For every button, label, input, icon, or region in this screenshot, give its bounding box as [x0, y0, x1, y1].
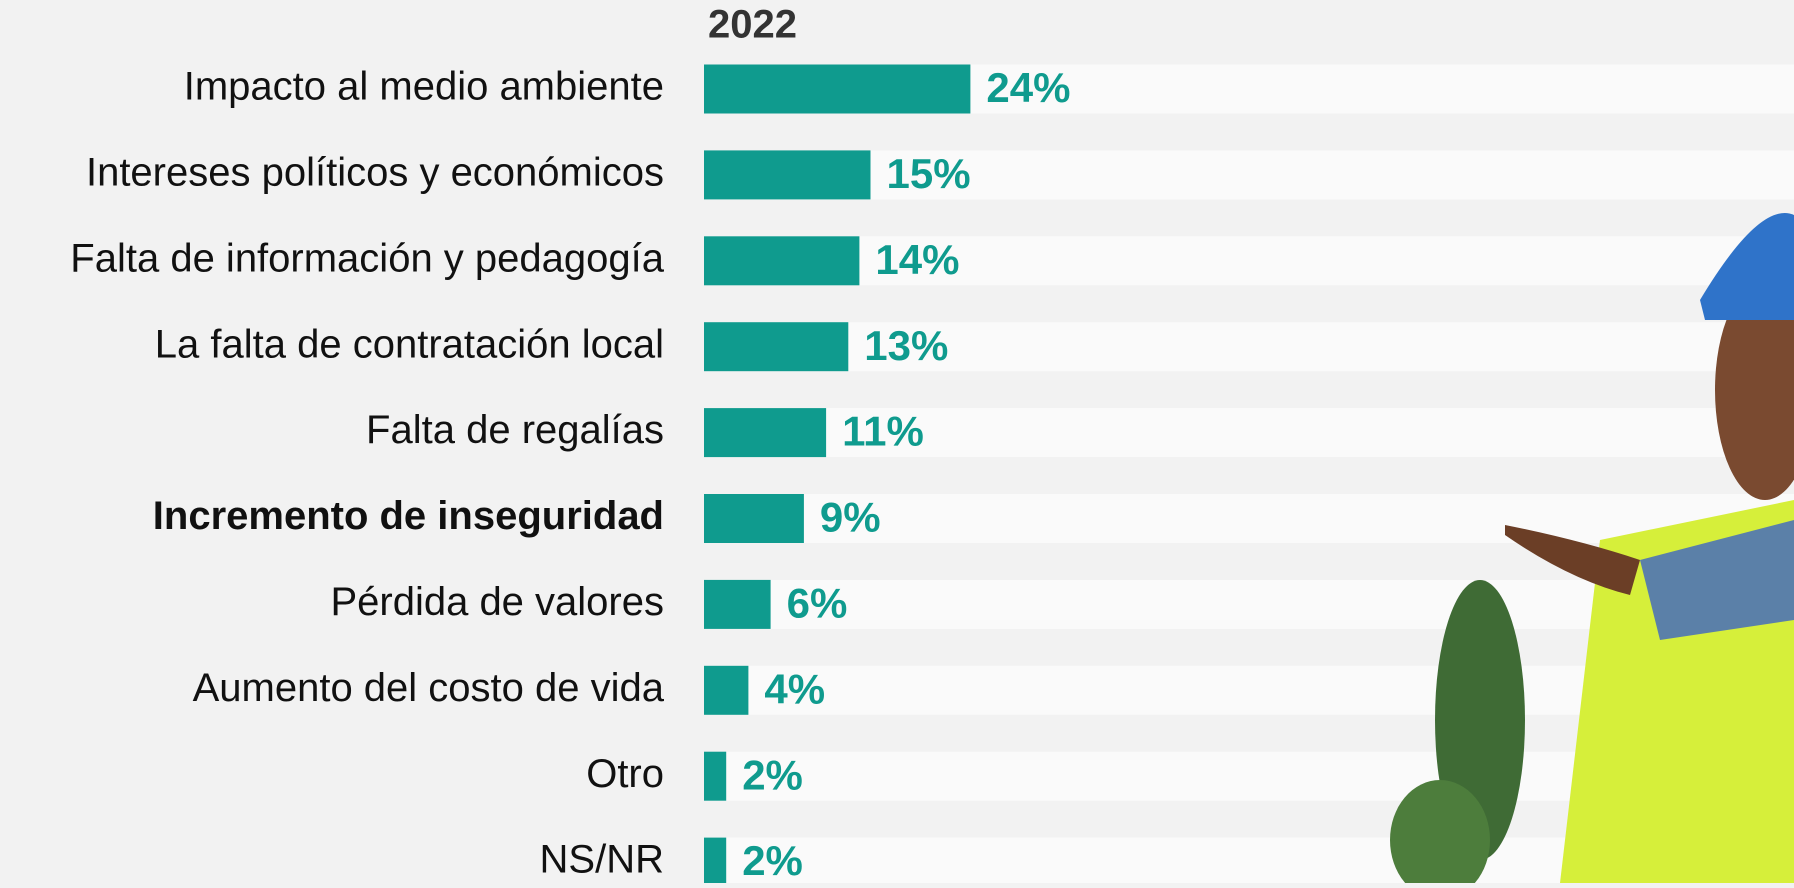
value-label: 14% — [875, 236, 959, 283]
category-label: La falta de contratación local — [155, 322, 664, 366]
bar — [704, 236, 859, 285]
bar — [704, 580, 771, 629]
category-label: Aumento del costo de vida — [193, 666, 665, 710]
bar — [704, 322, 848, 371]
category-label: Pérdida de valores — [330, 580, 664, 624]
bar — [704, 65, 970, 114]
page: {"chart_data": {"type": "bar", "orientat… — [0, 0, 1794, 883]
category-label: Otro — [586, 752, 664, 796]
category-label: Incremento de inseguridad — [153, 494, 664, 538]
category-label: Impacto al medio ambiente — [184, 65, 664, 109]
value-label: 4% — [764, 665, 825, 712]
photo — [1390, 213, 1794, 883]
category-label: NS/NR — [540, 838, 664, 882]
rows: Impacto al medio ambiente 24% Intereses po… — [70, 64, 1794, 883]
value-label: 6% — [787, 579, 848, 626]
value-label: 11% — [842, 408, 924, 455]
category-label: Falta de información y pedagogía — [70, 236, 664, 280]
bar — [704, 752, 726, 801]
bar — [704, 150, 871, 199]
bar — [704, 666, 748, 715]
value-label: 2% — [742, 837, 803, 883]
value-label: 24% — [986, 64, 1070, 111]
bar — [704, 408, 826, 457]
value-label: 2% — [742, 751, 803, 798]
value-label: 15% — [887, 150, 971, 197]
chart: Impacto al medio ambiente 24% Intereses po… — [0, 0, 1794, 883]
category-label: Falta de regalías — [366, 408, 664, 452]
value-label: 13% — [864, 322, 948, 369]
bar — [704, 838, 726, 883]
row-band — [704, 236, 1794, 285]
bar — [704, 494, 804, 543]
category-label: Intereses políticos y económicos — [86, 150, 664, 194]
chart-title: 2022 — [708, 3, 797, 47]
value-label: 9% — [820, 494, 881, 541]
